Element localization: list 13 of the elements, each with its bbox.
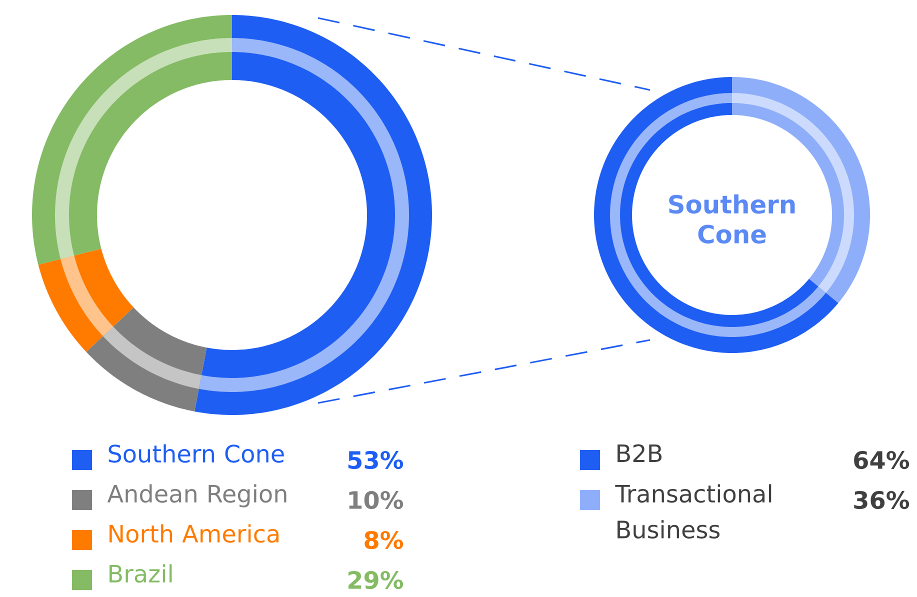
data-label: 64% [854,450,910,470]
legend-label: North America [110,524,278,543]
legend-label: Andean Region [107,484,286,508]
legend-label: Southern Cone [108,444,284,463]
text: Southern Cone [669,194,795,244]
legend-label: Transactional Business [615,484,772,539]
data-label: 8% [364,530,404,550]
legend-label: B2B [618,444,662,462]
data-label: 29% [348,570,404,590]
data-label: 36% [854,490,910,510]
data-label: 53% [348,450,404,470]
legend-label: Brazil [110,564,172,583]
data-label: 10% [349,490,404,510]
